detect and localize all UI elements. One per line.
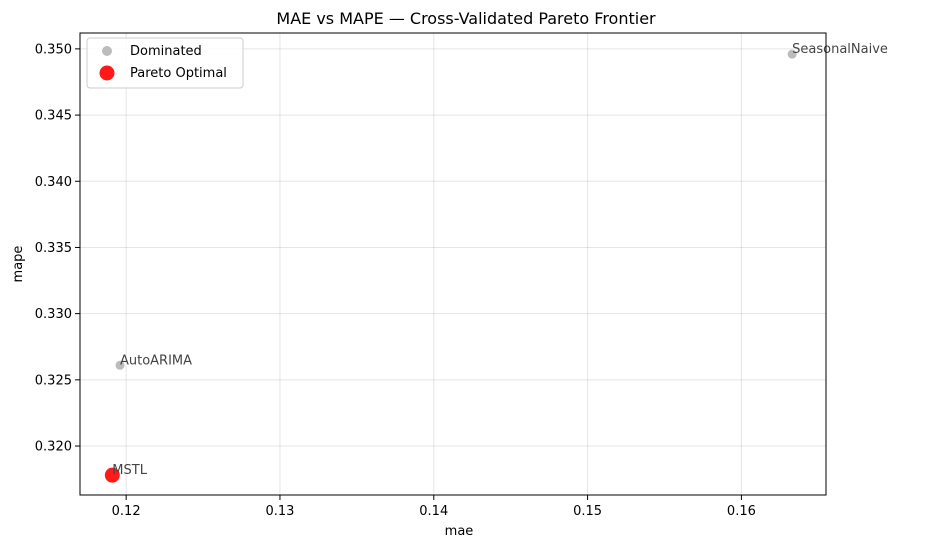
- point-annotations: SeasonalNaive AutoARIMA MSTL: [112, 42, 888, 478]
- x-tick-label: 0.13: [265, 504, 294, 519]
- point-mstl: [104, 467, 120, 483]
- point-seasonalnaive: [787, 49, 797, 59]
- grid-lines: [80, 33, 826, 495]
- plot-area-frame: [79, 32, 827, 496]
- x-axis-ticks: 0.12 0.13 0.14 0.15 0.16: [112, 495, 756, 519]
- legend-box: [86, 37, 244, 89]
- data-points: [104, 49, 797, 483]
- annotation-seasonalnaive: SeasonalNaive: [792, 42, 888, 57]
- annotation-autoarima: AutoARIMA: [120, 353, 192, 368]
- y-axis-label: mape: [11, 246, 26, 283]
- legend-marker-dominated: [102, 46, 112, 56]
- legend-label-dominated: Dominated: [130, 44, 202, 59]
- annotation-mstl: MSTL: [112, 463, 147, 478]
- y-tick-label: 0.345: [35, 109, 72, 124]
- legend-label-pareto-optimal: Pareto Optimal: [130, 66, 227, 81]
- point-autoarima: [115, 360, 125, 370]
- x-tick-label: 0.14: [419, 504, 448, 519]
- y-tick-label: 0.325: [35, 373, 72, 388]
- y-axis-ticks: 0.320 0.325 0.330 0.335 0.340 0.345 0.350: [35, 42, 80, 455]
- x-axis-label: mae: [445, 524, 474, 539]
- y-tick-label: 0.330: [35, 307, 72, 322]
- y-tick-label: 0.335: [35, 241, 72, 256]
- x-tick-label: 0.16: [727, 504, 756, 519]
- x-tick-label: 0.12: [112, 504, 141, 519]
- legend: Dominated Pareto Optimal: [86, 37, 244, 89]
- y-tick-label: 0.340: [35, 175, 72, 190]
- legend-marker-pareto-optimal: [99, 65, 115, 81]
- x-tick-label: 0.15: [573, 504, 602, 519]
- y-tick-label: 0.350: [35, 42, 72, 57]
- chart-title: MAE vs MAPE — Cross-Validated Pareto Fro…: [276, 9, 656, 28]
- y-tick-label: 0.320: [35, 440, 72, 455]
